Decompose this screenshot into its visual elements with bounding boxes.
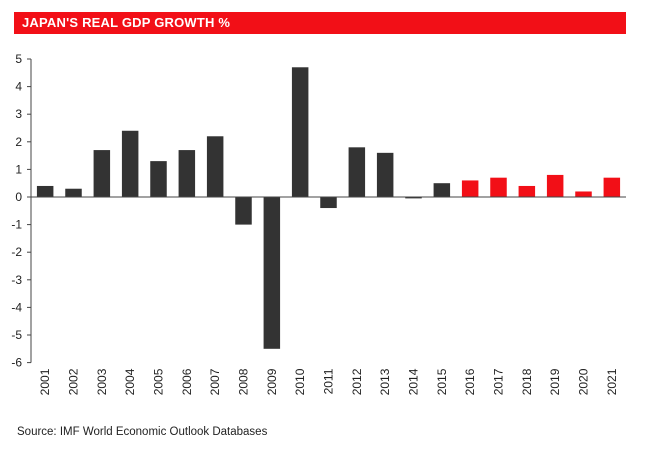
y-tick-label: 0 xyxy=(15,190,22,204)
x-tick-label: 2009 xyxy=(265,368,279,395)
x-tick-label: 2015 xyxy=(435,368,449,395)
chart-title: JAPAN'S REAL GDP GROWTH % xyxy=(22,15,231,30)
bar-2001 xyxy=(36,185,54,197)
bar-2014 xyxy=(405,197,422,199)
x-tick-label: 2010 xyxy=(293,368,307,395)
x-tick-label: 2011 xyxy=(322,368,336,394)
bar-2004 xyxy=(121,130,139,197)
x-tick-label: 2013 xyxy=(378,368,392,395)
bar-2005 xyxy=(150,161,167,197)
x-tick-label: 2007 xyxy=(208,368,222,395)
bar-2007 xyxy=(206,136,224,197)
bar-2012 xyxy=(348,147,366,197)
y-tick-label: -3 xyxy=(11,273,22,287)
x-tick-label: 2021 xyxy=(605,368,619,395)
x-tick-label: 2005 xyxy=(152,368,166,395)
bar-2003 xyxy=(93,150,111,197)
x-tick-label: 2008 xyxy=(237,368,251,395)
x-tick-label: 2016 xyxy=(463,368,477,395)
y-tick-label: 1 xyxy=(15,162,22,176)
x-tick-label: 2002 xyxy=(67,368,81,395)
x-tick-label: 2017 xyxy=(492,368,506,395)
x-tick-label: 2020 xyxy=(577,368,591,395)
y-tick-label: 4 xyxy=(15,80,22,94)
y-tick-label: 3 xyxy=(15,107,22,121)
source-note: Source: IMF World Economic Outlook Datab… xyxy=(17,426,268,438)
bar-2009 xyxy=(263,197,281,349)
y-tick-label: -4 xyxy=(11,300,22,314)
y-tick-label: 5 xyxy=(15,52,22,66)
bar-2017 xyxy=(490,177,507,197)
bar-2008 xyxy=(235,197,252,225)
chart-title-bar: JAPAN'S REAL GDP GROWTH % xyxy=(14,12,626,34)
x-tick-label: 2001 xyxy=(38,368,52,395)
bar-2021 xyxy=(603,177,621,197)
bar-2019 xyxy=(546,174,564,197)
bar-2016 xyxy=(461,180,479,197)
x-tick-label: 2012 xyxy=(350,368,364,395)
bar-2006 xyxy=(178,150,196,197)
bar-2015 xyxy=(433,183,451,197)
y-tick-label: -1 xyxy=(11,218,22,232)
bar-2010 xyxy=(291,67,309,197)
bar-2018 xyxy=(518,185,536,197)
y-tick-label: -5 xyxy=(11,328,22,342)
bar-chart: 5 4 3 2 1 0 -1 -2 -3 -4 -5 -6 2001 2002 2003 2004 2005 20… xyxy=(11,52,626,395)
x-tick-label: 2018 xyxy=(520,368,534,395)
y-tick-label: 2 xyxy=(15,135,22,149)
bar-2002 xyxy=(65,188,82,197)
x-tick-label: 2004 xyxy=(123,368,137,395)
y-tick-label: -6 xyxy=(11,356,22,370)
x-tick-label: 2014 xyxy=(407,368,421,395)
bar-2013 xyxy=(376,152,394,197)
y-tick-label: -2 xyxy=(11,245,22,259)
bar-2011 xyxy=(320,197,337,209)
bar-2020 xyxy=(575,191,592,197)
x-tick-label: 2019 xyxy=(548,368,562,395)
x-tick-label: 2006 xyxy=(180,368,194,395)
x-tick-label: 2003 xyxy=(95,368,109,395)
